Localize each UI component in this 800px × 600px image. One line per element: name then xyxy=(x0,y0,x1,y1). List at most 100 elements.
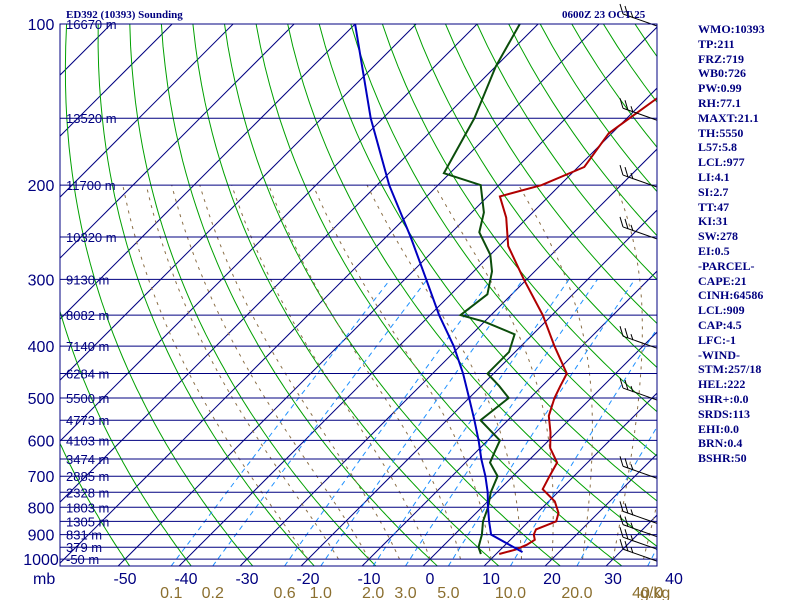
height-label: 2328 m xyxy=(66,485,109,500)
index-item: -WIND- xyxy=(698,347,740,362)
mixing-ratio-line xyxy=(447,279,636,566)
mixing-ratio-tick-label: 0.6 xyxy=(273,585,295,600)
dry-adiabat-line xyxy=(60,309,192,566)
plot-frame xyxy=(59,23,658,567)
pressure-tick-label: 900 xyxy=(28,528,55,545)
temperature-tick-label: 10 xyxy=(482,571,500,588)
height-label: -50 m xyxy=(66,552,99,567)
temperature-tick-label: 0 xyxy=(426,571,435,588)
isotherm-line xyxy=(60,24,539,503)
wind-barb xyxy=(619,538,658,562)
wind-barb xyxy=(619,501,658,524)
height-label: 6284 m xyxy=(66,367,109,382)
wind-barb xyxy=(619,216,658,240)
index-item: CINH:64586 xyxy=(698,288,764,303)
mixing-ratio-line xyxy=(372,279,570,566)
height-label: 9130 m xyxy=(66,272,109,287)
dewpoint-line xyxy=(442,24,521,555)
height-label: 4103 m xyxy=(66,433,109,448)
index-item: WB0:726 xyxy=(698,66,746,81)
index-item: SI:2.7 xyxy=(698,184,729,199)
moist-adiabat-line xyxy=(171,184,370,560)
x-axis-unit: mb xyxy=(33,571,55,588)
index-item: SHR+:0.0 xyxy=(698,391,749,406)
index-item: WMO:10393 xyxy=(698,22,765,36)
dry-adiabat-line xyxy=(476,24,657,281)
dry-adiabat-line xyxy=(64,24,254,566)
pressure-tick-label: 600 xyxy=(28,433,55,450)
temperature-tick-label: -50 xyxy=(113,571,136,588)
temperature-line xyxy=(498,97,657,555)
pressure-tick-label: 300 xyxy=(28,272,55,289)
temperature-tick-label: 40 xyxy=(665,571,683,588)
index-item: TT:47 xyxy=(698,199,730,214)
dry-adiabat-line xyxy=(129,24,377,566)
temperature-tick-label: -30 xyxy=(235,571,258,588)
moist-adiabat-line xyxy=(199,184,400,560)
dry-adiabat-line xyxy=(255,24,623,566)
index-item: TH:5550 xyxy=(698,125,744,140)
height-label: 10320 m xyxy=(66,230,117,245)
temperature-tick-label: 20 xyxy=(543,571,561,588)
wind-barb xyxy=(619,456,658,479)
height-label: 379 m xyxy=(66,540,102,555)
height-label: 3474 m xyxy=(66,452,109,467)
index-item: EHI:0.0 xyxy=(698,421,740,436)
moist-adiabat-line xyxy=(145,184,339,560)
isotherm-line xyxy=(117,26,657,566)
dry-adiabat-line xyxy=(445,24,657,325)
mixing-ratio-tick-label: 40.0 xyxy=(632,585,663,600)
index-item: RH:77.1 xyxy=(698,95,741,110)
height-label: 831 m xyxy=(66,528,102,543)
wind-barb xyxy=(619,326,658,349)
wind-barb xyxy=(619,514,658,538)
index-item: LI:4.1 xyxy=(698,169,730,184)
mixing-ratio-line xyxy=(320,279,524,566)
isotherm-line xyxy=(483,392,657,566)
dry-adiabat-line xyxy=(192,24,500,566)
temperature-tick-label: -20 xyxy=(296,571,319,588)
index-item: TP:211 xyxy=(698,36,735,51)
mixing-ratio-line xyxy=(405,279,598,566)
moist-adiabat-line xyxy=(433,184,554,560)
index-item: CAP:4.5 xyxy=(698,317,742,332)
dry-adiabat-line xyxy=(350,24,657,457)
height-label: 2885 m xyxy=(66,469,109,484)
index-item: BSHR:50 xyxy=(698,451,747,466)
index-item: PW:0.99 xyxy=(698,81,742,96)
isotherm-line xyxy=(361,270,657,566)
index-item: LCL:977 xyxy=(698,155,745,170)
index-item: SW:278 xyxy=(698,229,739,244)
pressure-tick-label: 1000 xyxy=(23,552,59,569)
height-label: 1803 m xyxy=(66,500,109,515)
pressure-tick-label: 800 xyxy=(28,500,55,517)
index-item: LCL:909 xyxy=(698,303,745,318)
index-item: L57:5.8 xyxy=(698,140,737,155)
isotherm-line xyxy=(60,24,600,564)
mixing-ratio-tick-label: 0.2 xyxy=(202,585,224,600)
index-item: CAPE:21 xyxy=(698,273,747,288)
moist-adiabat-line xyxy=(122,184,309,560)
mixing-ratio-line xyxy=(170,278,391,566)
index-item: BRN:0.4 xyxy=(698,436,743,451)
isotherm-line xyxy=(60,24,478,442)
mixing-ratio-line xyxy=(576,425,657,566)
height-label: 5500 m xyxy=(66,391,109,406)
ratio-unit: g/kg xyxy=(640,585,670,600)
isotherm-line xyxy=(60,24,173,137)
pressure-tick-label: 700 xyxy=(28,469,55,486)
station-title: ED392 (10393) Sounding xyxy=(66,9,183,21)
mixing-ratio-line xyxy=(284,279,492,566)
temperature-tick-label: 30 xyxy=(604,571,622,588)
mixing-ratio-tick-label: 10.0 xyxy=(495,585,526,600)
mixing-ratio-line xyxy=(509,327,657,566)
isotherm-line xyxy=(60,24,417,381)
pressure-tick-label: 200 xyxy=(28,178,55,195)
height-label: 8082 m xyxy=(66,308,109,323)
mixing-ratio-tick-label: 5.0 xyxy=(437,585,459,600)
height-label: 13520 m xyxy=(66,111,117,126)
moist-adiabat-line xyxy=(366,184,522,560)
height-label: 11700 m xyxy=(66,178,116,193)
dry-adiabat-line xyxy=(60,442,131,566)
